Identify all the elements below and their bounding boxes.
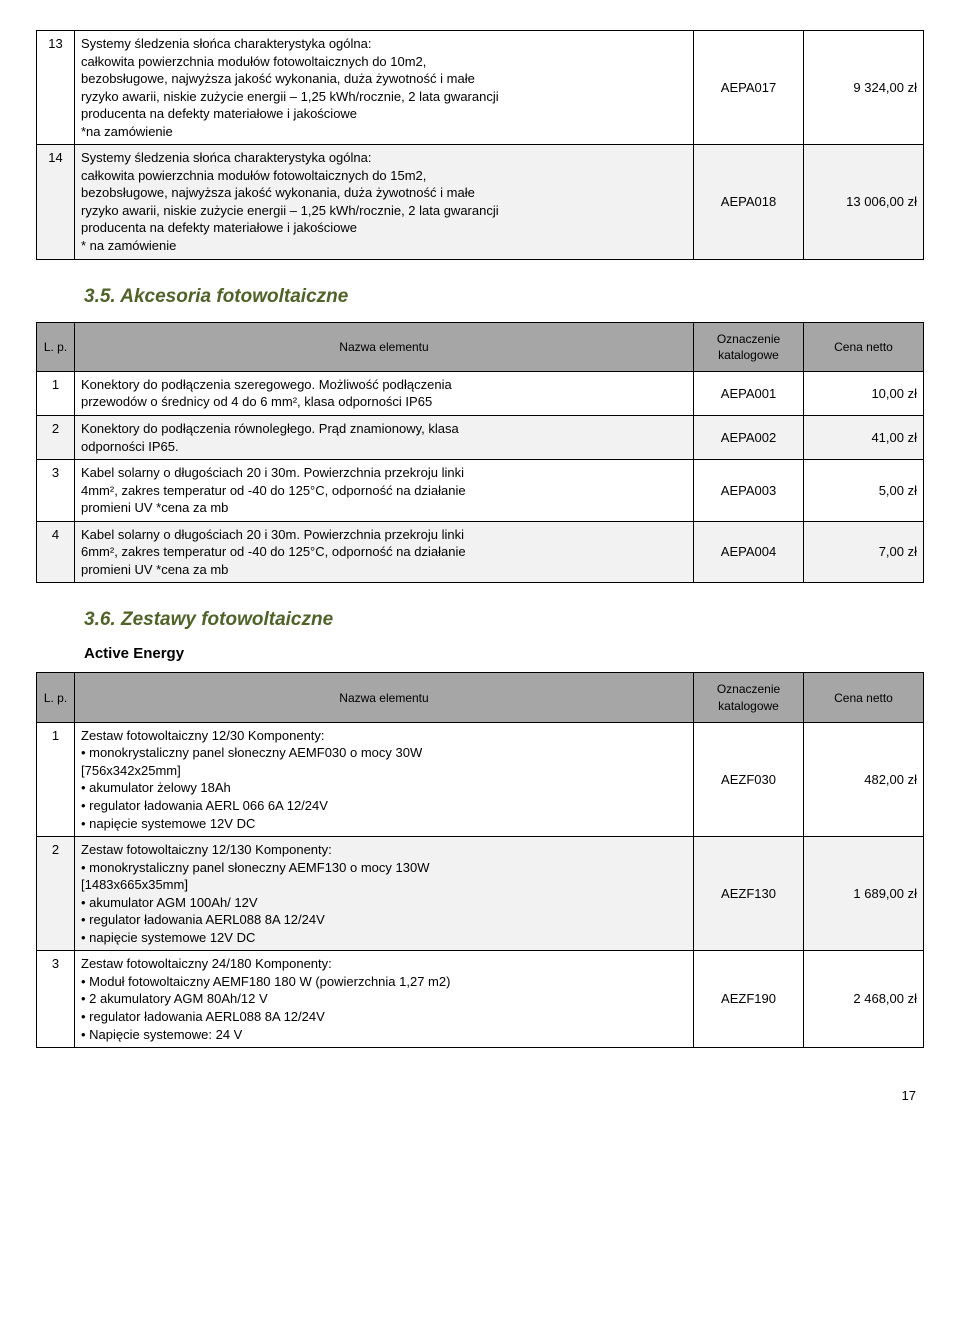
- cell-code: AEPA003: [694, 460, 804, 522]
- cell-price: 7,00 zł: [804, 521, 924, 583]
- cell-name: Zestaw fotowoltaiczny 12/130 Komponenty:…: [75, 837, 694, 951]
- table-row: 2Zestaw fotowoltaiczny 12/130 Komponenty…: [37, 837, 924, 951]
- cell-code: AEPA001: [694, 371, 804, 415]
- top-table: 13Systemy śledzenia słońca charakterysty…: [36, 30, 924, 260]
- hdr-lp: L. p.: [37, 322, 75, 371]
- cell-lp: 4: [37, 521, 75, 583]
- hdr-name: Nazwa elementu: [75, 322, 694, 371]
- table-row: 3Zestaw fotowoltaiczny 24/180 Komponenty…: [37, 951, 924, 1048]
- table-header-row: L. p. Nazwa elementu Oznaczeniekatalogow…: [37, 322, 924, 371]
- cell-price: 41,00 zł: [804, 416, 924, 460]
- cell-code: AEPA002: [694, 416, 804, 460]
- hdr-price: Cena netto: [804, 322, 924, 371]
- table-row: 2Konektory do podłączenia równoległego. …: [37, 416, 924, 460]
- cell-name: Kabel solarny o długościach 20 i 30m. Po…: [75, 521, 694, 583]
- hdr-price: Cena netto: [804, 673, 924, 722]
- cell-lp: 3: [37, 951, 75, 1048]
- cell-lp: 1: [37, 722, 75, 836]
- cell-code: AEPA004: [694, 521, 804, 583]
- cell-code: AEPA017: [694, 31, 804, 145]
- cell-code: AEZF190: [694, 951, 804, 1048]
- cell-price: 10,00 zł: [804, 371, 924, 415]
- cell-name: Systemy śledzenia słońca charakterystyka…: [75, 31, 694, 145]
- table-row: 1Konektory do podłączenia szeregowego. M…: [37, 371, 924, 415]
- page-number: 17: [36, 1088, 924, 1103]
- hdr-code: Oznaczeniekatalogowe: [694, 322, 804, 371]
- table-row: 1Zestaw fotowoltaiczny 12/30 Komponenty:…: [37, 722, 924, 836]
- cell-name: Systemy śledzenia słońca charakterystyka…: [75, 145, 694, 259]
- cell-name: Kabel solarny o długościach 20 i 30m. Po…: [75, 460, 694, 522]
- cell-lp: 2: [37, 837, 75, 951]
- cell-price: 13 006,00 zł: [804, 145, 924, 259]
- cell-lp: 14: [37, 145, 75, 259]
- hdr-code: Oznaczeniekatalogowe: [694, 673, 804, 722]
- cell-code: AEZF030: [694, 722, 804, 836]
- section-36-table: L. p. Nazwa elementu Oznaczeniekatalogow…: [36, 672, 924, 1048]
- hdr-name: Nazwa elementu: [75, 673, 694, 722]
- section-36-subtitle: Active Energy: [84, 645, 924, 662]
- cell-name: Konektory do podłączenia równoległego. P…: [75, 416, 694, 460]
- section-35-table: L. p. Nazwa elementu Oznaczeniekatalogow…: [36, 322, 924, 584]
- section-35-title: 3.5. Akcesoria fotowoltaiczne: [84, 286, 924, 308]
- hdr-lp: L. p.: [37, 673, 75, 722]
- table-row: 4Kabel solarny o długościach 20 i 30m. P…: [37, 521, 924, 583]
- cell-lp: 3: [37, 460, 75, 522]
- cell-price: 1 689,00 zł: [804, 837, 924, 951]
- cell-code: AEPA018: [694, 145, 804, 259]
- cell-lp: 2: [37, 416, 75, 460]
- cell-name: Zestaw fotowoltaiczny 12/30 Komponenty:•…: [75, 722, 694, 836]
- cell-name: Konektory do podłączenia szeregowego. Mo…: [75, 371, 694, 415]
- cell-price: 9 324,00 zł: [804, 31, 924, 145]
- cell-price: 482,00 zł: [804, 722, 924, 836]
- table-row: 3Kabel solarny o długościach 20 i 30m. P…: [37, 460, 924, 522]
- table-header-row: L. p. Nazwa elementu Oznaczeniekatalogow…: [37, 673, 924, 722]
- table-row: 14Systemy śledzenia słońca charakterysty…: [37, 145, 924, 259]
- table-row: 13Systemy śledzenia słońca charakterysty…: [37, 31, 924, 145]
- cell-name: Zestaw fotowoltaiczny 24/180 Komponenty:…: [75, 951, 694, 1048]
- cell-price: 5,00 zł: [804, 460, 924, 522]
- cell-code: AEZF130: [694, 837, 804, 951]
- cell-lp: 13: [37, 31, 75, 145]
- cell-lp: 1: [37, 371, 75, 415]
- cell-price: 2 468,00 zł: [804, 951, 924, 1048]
- section-36-title: 3.6. Zestawy fotowoltaiczne: [84, 609, 924, 631]
